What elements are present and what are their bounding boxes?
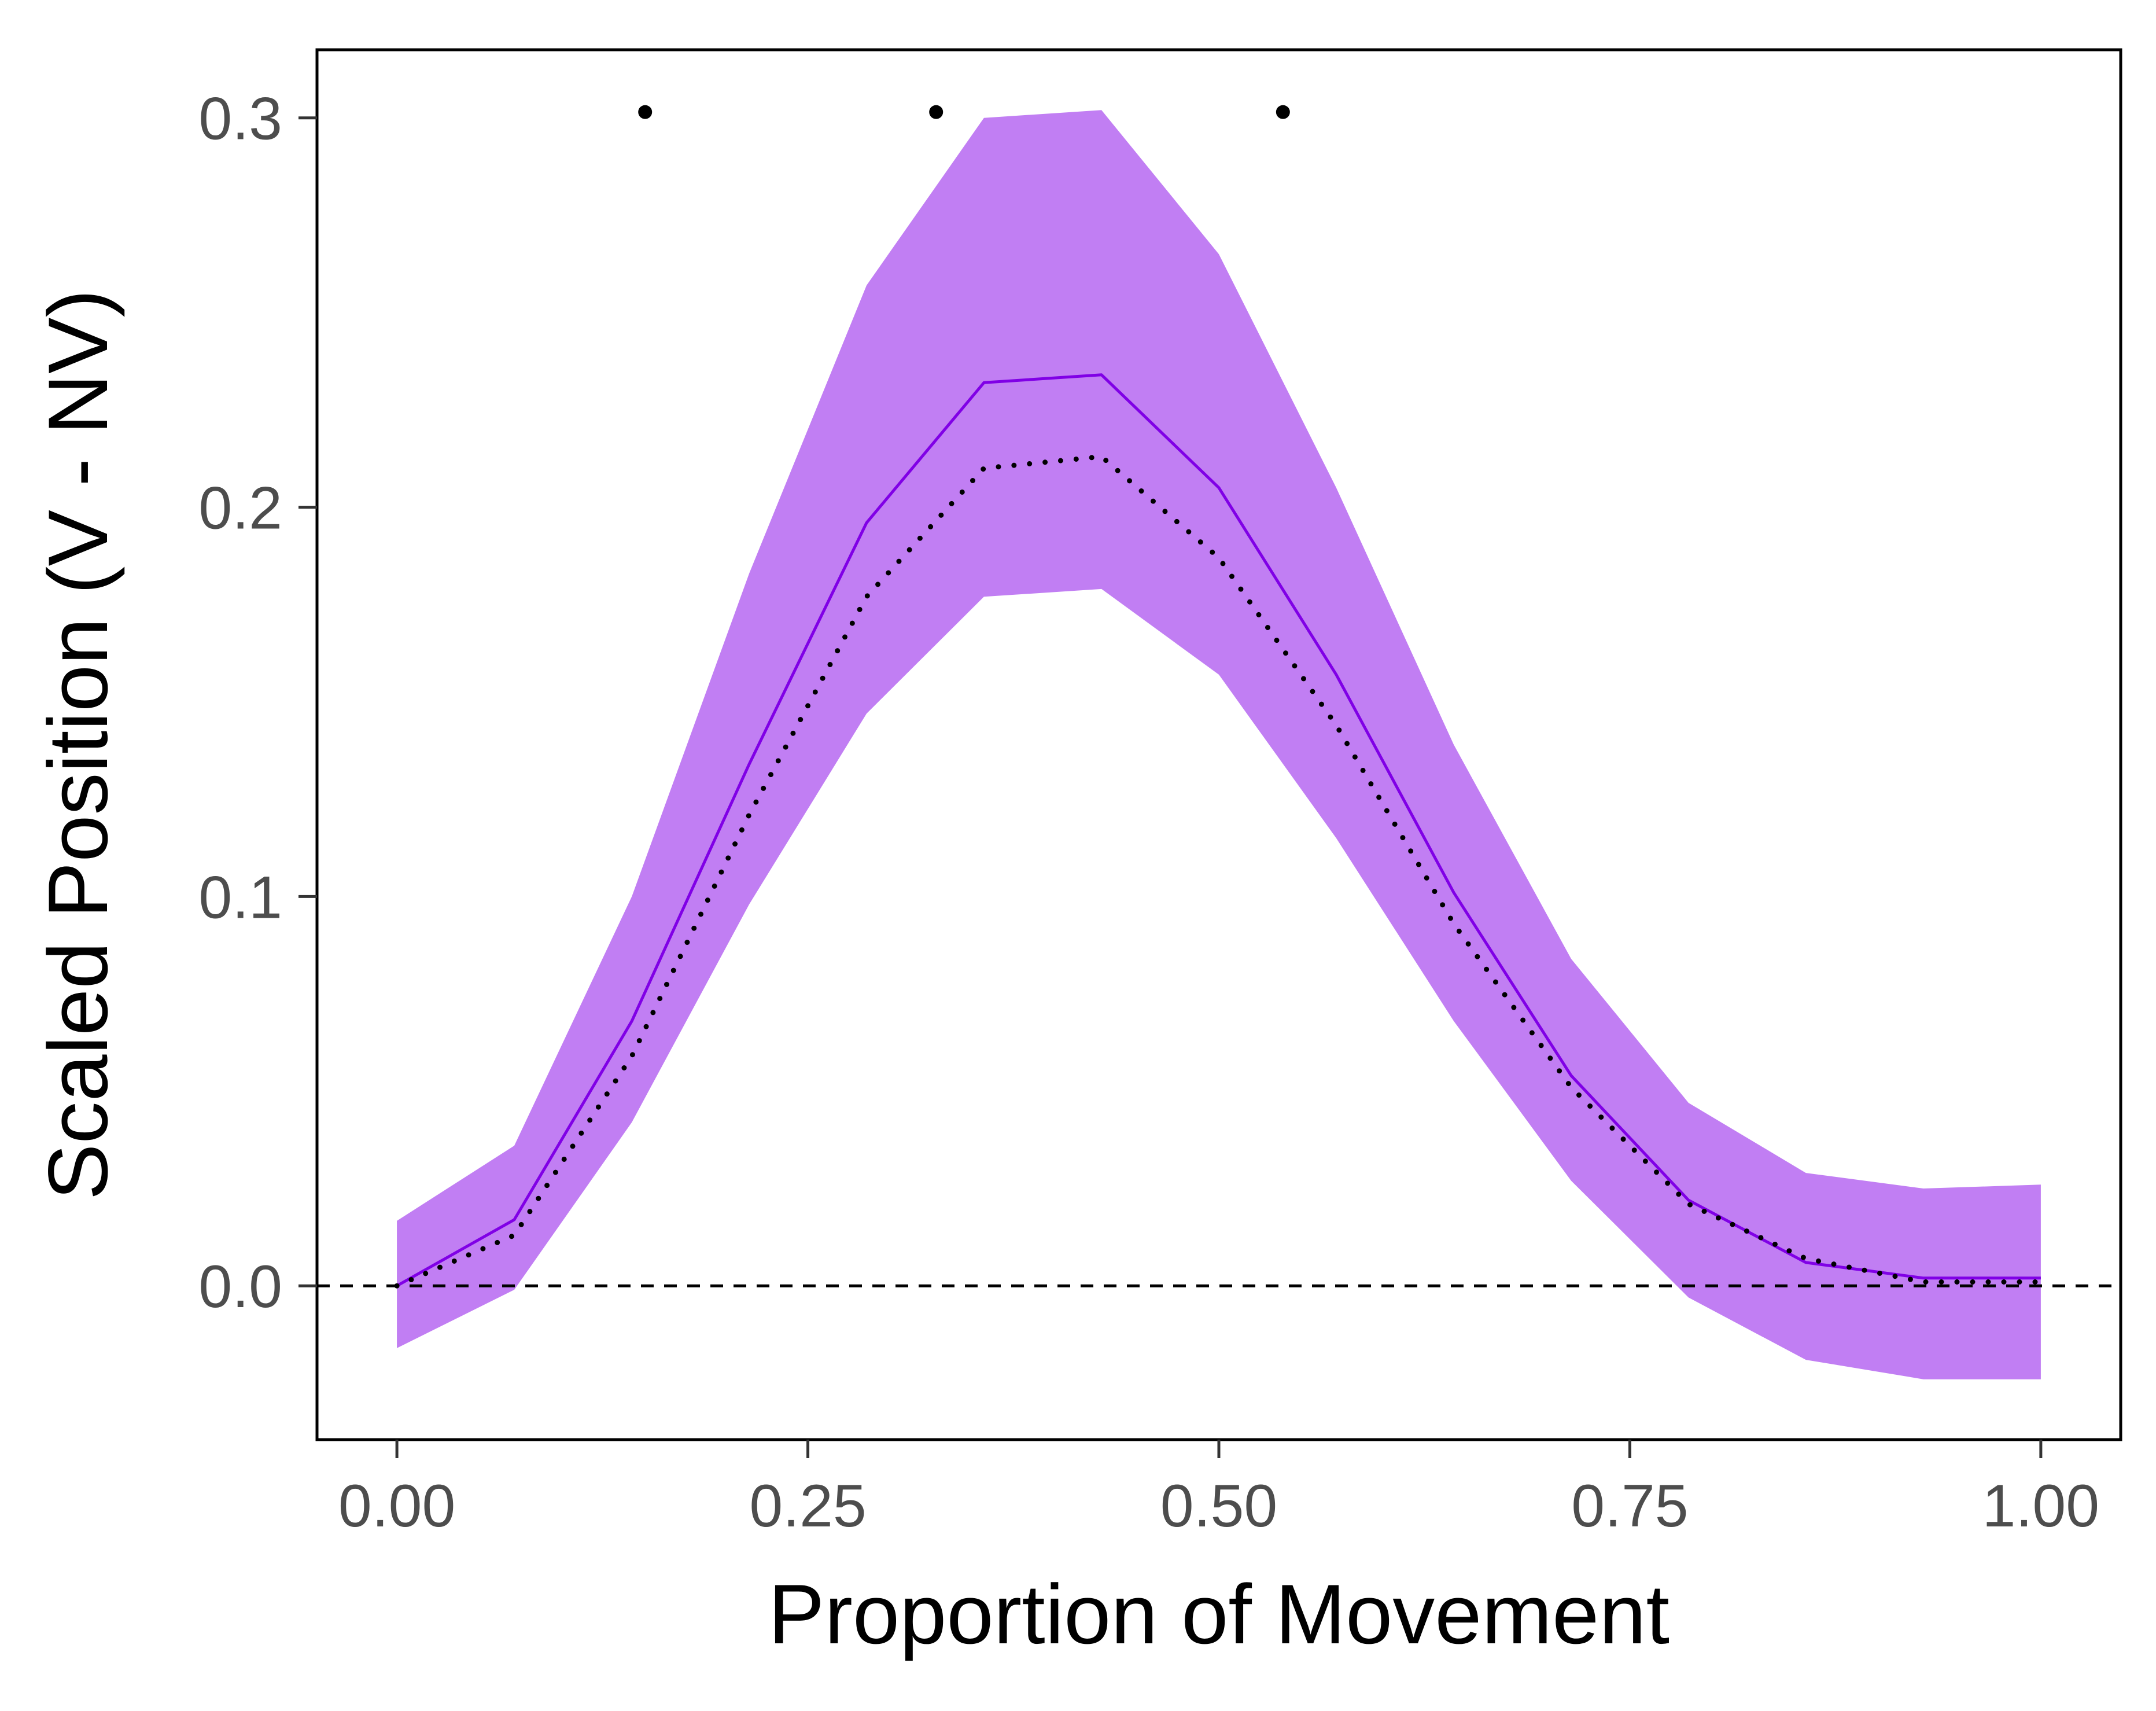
y-tick-label: 0.0 bbox=[198, 1253, 282, 1320]
x-tick-label: 0.50 bbox=[1160, 1473, 1277, 1540]
y-axis-title: Scaled Position (V - NV) bbox=[31, 289, 125, 1200]
y-tick-label: 0.2 bbox=[198, 475, 282, 542]
y-tick-label: 0.1 bbox=[198, 864, 282, 931]
y-axis: 0.0 0.1 0.2 0.3 bbox=[198, 86, 317, 1320]
significance-point bbox=[929, 105, 944, 119]
series-line-solid bbox=[396, 373, 2041, 1287]
x-tick-label: 1.00 bbox=[1982, 1473, 2099, 1540]
series-layer bbox=[394, 373, 2044, 1289]
x-axis-title: Proportion of Movement bbox=[768, 1567, 1669, 1661]
significance-point bbox=[1276, 105, 1290, 119]
significance-points-layer bbox=[638, 105, 1290, 119]
x-tick-label: 0.25 bbox=[749, 1473, 866, 1540]
significance-point bbox=[638, 105, 653, 119]
x-tick-label: 0.00 bbox=[338, 1473, 455, 1540]
x-axis: 0.00 0.25 0.50 0.75 1.00 bbox=[338, 1440, 2099, 1540]
y-tick-label: 0.3 bbox=[198, 86, 282, 153]
x-tick-label: 0.75 bbox=[1571, 1473, 1688, 1540]
confidence-band-layer bbox=[397, 110, 2041, 1379]
confidence-band bbox=[397, 110, 2041, 1379]
